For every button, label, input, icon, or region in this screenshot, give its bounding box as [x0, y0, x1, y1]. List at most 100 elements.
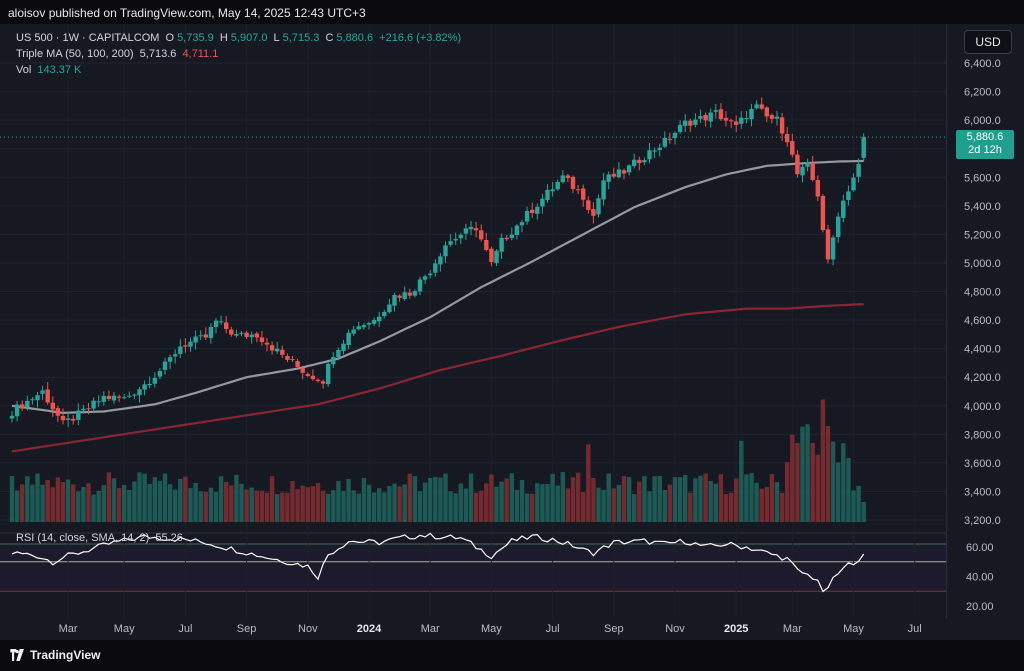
volume-bar [218, 476, 224, 522]
candle-body [836, 216, 841, 238]
volume-bar [591, 478, 596, 522]
candle-body [147, 383, 152, 386]
volume-bar [484, 483, 489, 522]
candle-body [815, 180, 820, 197]
candle-body [856, 163, 861, 177]
price-tick-label: 3,400.0 [964, 486, 1001, 498]
price-tick-label: 3,600.0 [964, 458, 1001, 470]
volume-bar [524, 493, 530, 522]
chart-canvas[interactable]: 6,400.06,200.06,000.05,800.05,600.05,400… [0, 24, 1024, 640]
price-tick-label: 3,200.0 [964, 515, 1001, 527]
candle-body [392, 294, 397, 306]
legend-ma[interactable]: Triple MA (50, 100, 200) 5,713.6 4,711.1 [16, 48, 221, 60]
legend-volume[interactable]: Vol 143.37 K [16, 64, 84, 76]
volume-bar [234, 474, 239, 522]
candle-body [224, 322, 229, 330]
volume-bar [433, 476, 438, 522]
volume-bar [351, 490, 356, 522]
time-tick-label: Jul [546, 623, 560, 635]
volume-bar [208, 487, 214, 522]
candle-body [830, 237, 836, 260]
rsi-tick-label: 60.00 [966, 542, 994, 554]
candle-body [290, 359, 295, 361]
volume-bar [790, 434, 795, 522]
chart-area[interactable]: 6,400.06,200.06,000.05,800.05,600.05,400… [0, 24, 1024, 640]
volume-bar [616, 484, 622, 522]
volume-bar [320, 490, 326, 522]
price-tick-label: 4,200.0 [964, 372, 1001, 384]
candle-body [438, 256, 443, 265]
candle-body [581, 188, 586, 200]
candle-body [723, 117, 729, 121]
candle-body [662, 137, 667, 147]
candle-body [254, 333, 259, 338]
candle-body [371, 319, 377, 324]
volume-bar [611, 488, 616, 522]
volume-bar [178, 478, 183, 522]
footer-brand[interactable]: TradingView [30, 648, 101, 662]
volume-bar [606, 473, 611, 522]
volume-bar [346, 478, 351, 522]
candle-body [35, 395, 40, 401]
candle-body [188, 341, 193, 347]
publisher-caption: aloisov published on TradingView.com, Ma… [8, 6, 366, 20]
candle-body [530, 209, 535, 213]
candle-body [754, 104, 759, 109]
volume-bar [275, 494, 280, 522]
candle-body [55, 408, 61, 416]
volume-bar [259, 490, 265, 522]
candle-body [805, 161, 810, 167]
candle-body [795, 154, 800, 175]
volume-bar [101, 485, 106, 522]
volume-bar [127, 489, 132, 522]
volume-bar [560, 472, 565, 522]
volume-bar [657, 475, 662, 522]
candle-body [71, 418, 76, 421]
volume-bar [167, 484, 173, 522]
volume-bar [749, 473, 754, 522]
volume-bar [229, 485, 234, 522]
candle-body [458, 234, 463, 239]
time-tick-label: Mar [59, 623, 78, 635]
volume-bar [672, 477, 678, 522]
volume-bar [637, 481, 642, 522]
candle-body [361, 325, 367, 328]
legend-rsi[interactable]: RSI (14, close, SMA, 14, 2) 55.26 [16, 532, 186, 544]
candle-body [351, 329, 356, 334]
volume-bar [479, 490, 484, 522]
candle-body [616, 169, 622, 178]
candle-body [769, 115, 775, 119]
rsi-line [11, 532, 865, 593]
price-tick-label: 4,000.0 [964, 401, 1001, 413]
candle-body [749, 108, 754, 120]
volume-bar [647, 491, 652, 522]
volume-bar [122, 485, 127, 522]
volume-bar [759, 488, 764, 522]
volume-bar [290, 481, 295, 522]
volume-bar [800, 426, 805, 522]
legend-vol-label: Vol [16, 64, 32, 76]
candle-body [65, 418, 71, 420]
candle-body [326, 363, 331, 385]
volume-bar [14, 490, 20, 522]
volume-bar [744, 474, 749, 522]
volume-bar [269, 476, 275, 522]
volume-bar [412, 476, 418, 522]
volume-bar [535, 483, 540, 522]
legend-ohlc: US 500 · 1W · CAPITALCOM O 5,735.9 H 5,907… [16, 32, 464, 44]
time-tick-label: Nov [665, 623, 685, 635]
footer-bar: TradingView [0, 640, 1024, 671]
candle-body [846, 191, 851, 201]
volume-bar [203, 491, 208, 522]
volume-bar [586, 444, 591, 522]
currency-button[interactable]: USD [964, 30, 1012, 54]
candle-body [779, 117, 785, 134]
candle-body [535, 206, 540, 214]
volume-bar [254, 490, 259, 522]
volume-bar [632, 494, 637, 522]
candle-body [249, 334, 254, 338]
volume-bar [224, 482, 229, 522]
volume-bar [244, 489, 249, 522]
candle-body [657, 147, 662, 151]
volume-bar [397, 486, 402, 522]
